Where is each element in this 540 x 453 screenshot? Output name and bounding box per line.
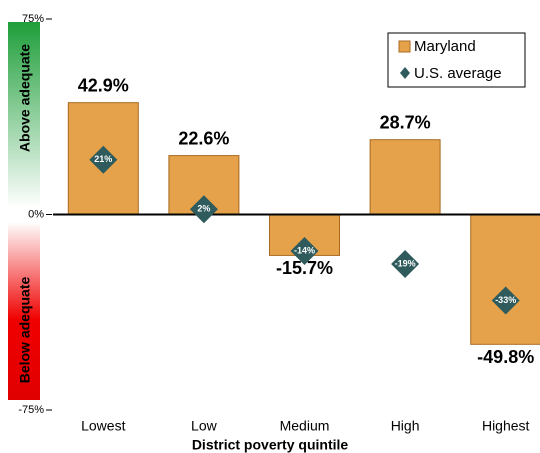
value-label: 42.9% xyxy=(78,75,129,95)
legend-swatch xyxy=(398,40,411,53)
bar xyxy=(369,139,441,215)
x-tick-label: Lowest xyxy=(81,418,125,434)
marker-label: 21% xyxy=(94,154,112,164)
legend-swatch xyxy=(400,67,410,79)
legend-label: Maryland xyxy=(414,38,476,55)
x-tick-label: Medium xyxy=(280,418,330,434)
value-label: -49.8% xyxy=(477,347,534,367)
below-band xyxy=(8,222,40,400)
diamond-marker xyxy=(391,250,420,279)
legend-label: U.S. average xyxy=(414,65,502,82)
x-axis-title: District poverty quintile xyxy=(192,437,349,453)
x-tick-label: Low xyxy=(191,418,218,434)
below-label: Below adequate xyxy=(17,277,33,384)
diamond-marker xyxy=(290,236,319,265)
diamond-marker xyxy=(89,145,118,174)
y-tick-label: -75% xyxy=(18,404,44,416)
y-tick-label: 0% xyxy=(28,208,44,220)
diamond-marker xyxy=(491,286,520,315)
above-band xyxy=(8,22,40,208)
x-tick-label: Highest xyxy=(482,418,530,434)
marker-label: -33% xyxy=(495,295,516,305)
legend-box xyxy=(387,32,526,88)
marker-label: -14% xyxy=(294,245,315,255)
diamond-marker xyxy=(189,195,218,224)
y-tick-label: 75% xyxy=(22,13,44,25)
above-label: Above adequate xyxy=(17,44,33,152)
marker-label: -19% xyxy=(395,258,416,268)
legend xyxy=(387,32,526,88)
value-label: -15.7% xyxy=(276,258,333,278)
value-label: 22.6% xyxy=(178,128,229,148)
marker-label: 2% xyxy=(197,204,210,214)
bar xyxy=(470,214,540,345)
x-tick-label: High xyxy=(391,418,420,434)
value-label: 28.7% xyxy=(380,112,431,132)
